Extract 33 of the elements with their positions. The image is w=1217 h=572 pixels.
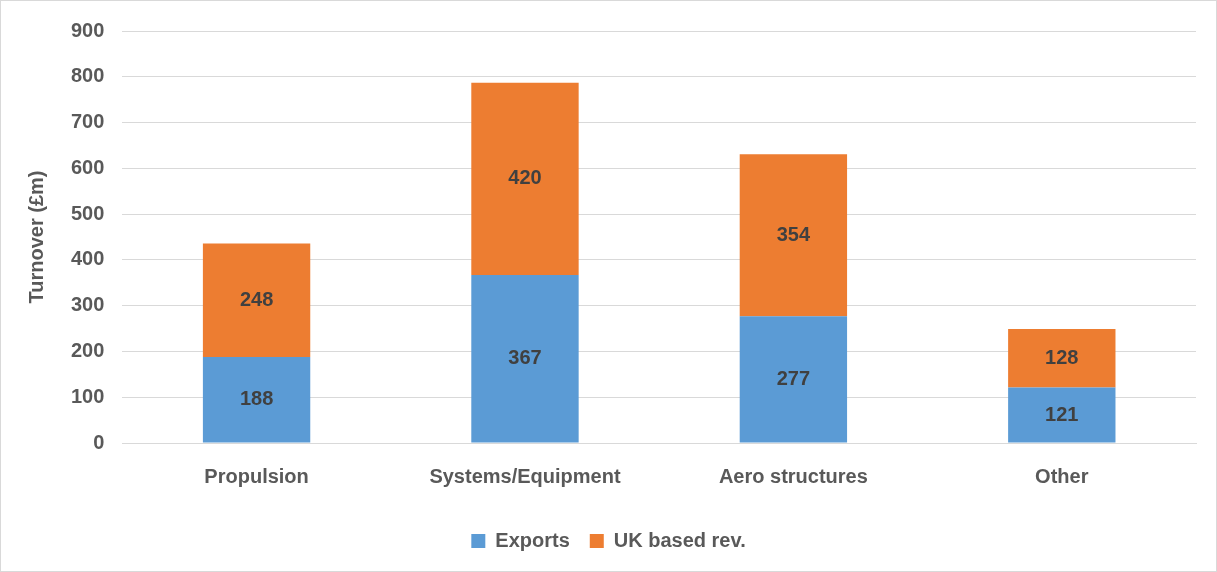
bar	[202, 356, 311, 443]
x-tick-label: Other	[1035, 464, 1089, 487]
data-label: 420	[508, 166, 542, 189]
x-tick-label: Propulsion	[204, 464, 309, 487]
y-axis-title: Turnover (£m)	[24, 170, 47, 304]
data-label: 121	[1045, 402, 1079, 425]
y-tick-label: 500	[70, 201, 105, 224]
data-label: 248	[239, 287, 274, 310]
y-tick-label: 0	[93, 430, 105, 453]
x-tick-label: Aero structures	[718, 464, 868, 487]
data-label: 367	[508, 346, 542, 369]
bar	[1008, 329, 1116, 388]
y-tick-label: 300	[70, 293, 105, 316]
y-tick-label: 800	[70, 64, 105, 87]
y-tick-label: 400	[70, 247, 105, 270]
bar	[471, 82, 579, 275]
x-tick-label: Systems/Equipment	[429, 464, 621, 487]
legend-label: Exports	[495, 528, 570, 551]
data-label: 188	[239, 387, 274, 410]
bar	[202, 243, 311, 357]
bar	[471, 275, 579, 443]
y-tick-label: 200	[70, 338, 105, 361]
y-tick-label: 600	[70, 155, 105, 178]
y-tick-label: 700	[70, 110, 105, 133]
data-label: 354	[776, 222, 811, 245]
bar	[739, 316, 848, 443]
legend-label: UK based rev.	[613, 528, 746, 551]
bar	[739, 154, 848, 317]
data-label: 128	[1045, 345, 1079, 368]
data-label: 277	[776, 366, 811, 389]
bar	[1008, 387, 1116, 443]
y-tick-label: 900	[70, 18, 105, 41]
y-tick-label: 100	[70, 384, 105, 407]
